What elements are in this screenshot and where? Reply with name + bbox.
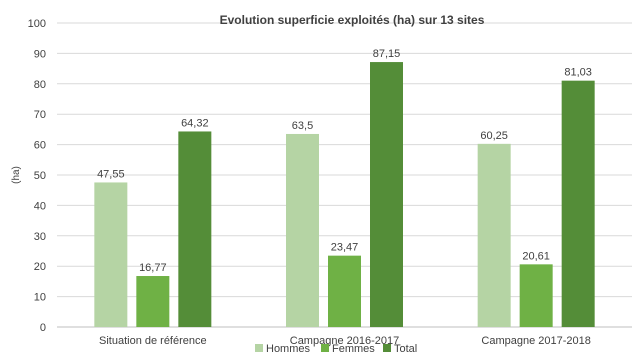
category-label: Situation de référence	[99, 335, 207, 347]
y-tick-label: 0	[40, 322, 46, 334]
legend: Hommes Femmes Total	[255, 343, 417, 355]
y-tick-label: 50	[34, 170, 46, 182]
y-tick-label: 40	[34, 200, 46, 212]
y-tick-label: 90	[34, 48, 46, 60]
legend-swatch	[383, 344, 391, 352]
bar-total	[561, 80, 595, 328]
legend-label: Hommes	[266, 343, 311, 355]
bar-femmes	[328, 255, 361, 327]
y-tick-label: 80	[34, 79, 46, 91]
chart-title: Evolution superficie exploités (ha) sur …	[220, 13, 485, 27]
bar-hommes	[477, 143, 511, 327]
value-labels: 47,55 16,77 64,32 63,5 23,47 87,15 60,25 20,61 8…	[97, 48, 592, 274]
data-label: 20,61	[522, 250, 550, 262]
data-label: 81,03	[564, 67, 592, 79]
data-label: 16,77	[139, 262, 167, 274]
y-tick-label: 30	[34, 231, 46, 243]
legend-swatch	[255, 344, 263, 352]
legend-label: Total	[394, 343, 417, 355]
y-axis-title: (ha)	[11, 166, 22, 184]
y-tick-label: 70	[34, 109, 46, 121]
y-tick-label: 60	[34, 140, 46, 152]
data-label: 60,25	[480, 130, 508, 142]
data-label: 47,55	[97, 168, 125, 180]
bar-femmes	[519, 264, 553, 327]
category-label: Campagne 2016-2017	[290, 335, 399, 347]
bar-hommes	[94, 182, 128, 327]
data-label: 63,5	[292, 120, 313, 132]
legend-label: Femmes	[332, 343, 375, 355]
bars	[94, 62, 595, 328]
legend-swatch	[321, 344, 329, 352]
bar-femmes	[136, 276, 170, 327]
data-label: 23,47	[331, 242, 359, 254]
category-labels: Situation de référence Campagne 2016-2017…	[99, 335, 591, 347]
y-tick-label: 10	[34, 292, 46, 304]
category-label: Campagne 2017-2018	[481, 335, 590, 347]
data-label: 64,32	[181, 117, 209, 129]
bar-total	[178, 131, 212, 327]
data-label: 87,15	[373, 48, 401, 60]
bar-total	[370, 62, 403, 328]
bar-hommes	[286, 133, 319, 327]
y-tick-label: 100	[28, 18, 46, 30]
y-axis-ticks: 0 10 20 30 40 50 60 70 80 90 100	[28, 18, 46, 334]
y-tick-label: 20	[34, 261, 46, 273]
